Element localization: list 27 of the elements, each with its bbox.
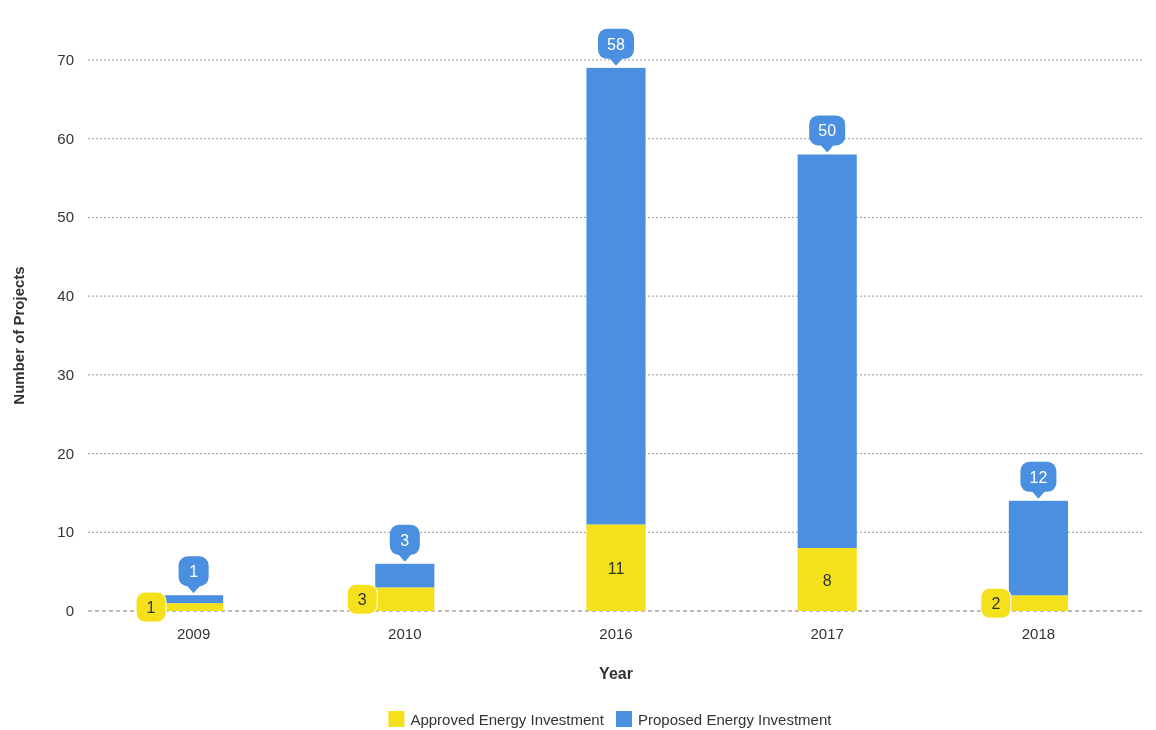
data-label: 2: [991, 595, 1001, 613]
y-tick-label: 60: [57, 129, 74, 147]
data-label: 12: [1029, 468, 1048, 486]
x-axis-title: Year: [599, 665, 633, 682]
x-tick-label: 2018: [1021, 625, 1056, 642]
y-tick-label: 20: [57, 444, 74, 462]
data-label: 3: [400, 531, 410, 549]
data-label: 11: [607, 559, 625, 577]
x-tick-label: 2010: [388, 625, 422, 642]
data-label: 8: [822, 571, 832, 589]
legend-label: Proposed Energy Investment: [638, 711, 833, 728]
x-tick-label: 2017: [810, 625, 844, 642]
y-tick-label: 50: [57, 208, 74, 226]
y-tick-label: 70: [57, 51, 74, 68]
data-label: 3: [357, 591, 367, 609]
y-tick-label: 30: [57, 365, 74, 383]
data-label: 1: [146, 599, 156, 617]
x-tick-label: 2009: [176, 625, 211, 642]
data-label: 1: [189, 563, 199, 581]
legend-label: Approved Energy Investment: [410, 711, 605, 728]
y-tick-label: 40: [57, 287, 74, 305]
y-axis-title: Number of Projects: [10, 266, 27, 405]
y-tick-label: 0: [65, 602, 74, 619]
x-tick-label: 2016: [599, 625, 633, 642]
y-tick-label: 10: [57, 523, 74, 541]
data-label: 58: [607, 35, 625, 53]
data-label: 50: [818, 122, 837, 140]
